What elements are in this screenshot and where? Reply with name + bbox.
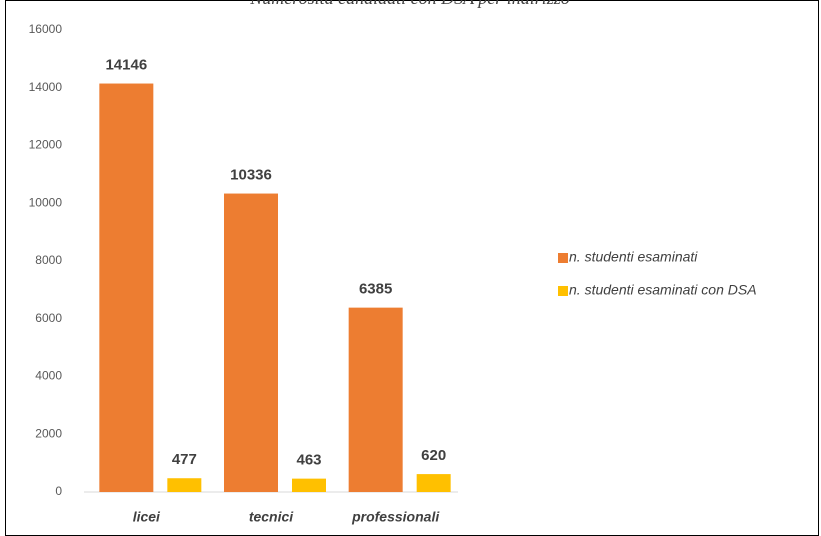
bar	[292, 478, 326, 492]
legend-swatch	[558, 253, 568, 263]
data-label: 6385	[359, 281, 392, 298]
y-tick-label: 4000	[35, 369, 62, 383]
data-label: 10336	[230, 167, 272, 184]
legend-label: n. studenti esaminati con DSA	[569, 282, 757, 298]
bar	[224, 193, 278, 492]
legend-label: n. studenti esaminati	[569, 249, 698, 265]
y-tick-label: 2000	[35, 426, 62, 440]
y-tick-label: 6000	[35, 311, 62, 325]
legend-swatch	[558, 286, 568, 296]
data-label: 620	[421, 447, 446, 464]
bar	[99, 83, 154, 493]
y-tick-label: 0	[55, 484, 62, 498]
bar	[348, 307, 403, 492]
data-label: 14146	[105, 57, 147, 74]
x-tick-label: tecnici	[249, 509, 294, 525]
y-tick-label: 12000	[29, 138, 63, 152]
chart-title: Numerosità candidati con DSA per indiriz…	[249, 0, 570, 8]
data-label: 477	[172, 451, 197, 468]
y-tick-label: 10000	[29, 195, 63, 209]
y-tick-label: 16000	[29, 22, 63, 36]
y-tick-label: 14000	[29, 80, 63, 94]
bar	[167, 478, 202, 492]
x-tick-label: professionali	[351, 509, 440, 525]
x-tick-label: licei	[133, 509, 161, 525]
y-tick-label: 8000	[35, 253, 62, 267]
data-label: 463	[296, 452, 321, 469]
bar	[416, 474, 451, 492]
